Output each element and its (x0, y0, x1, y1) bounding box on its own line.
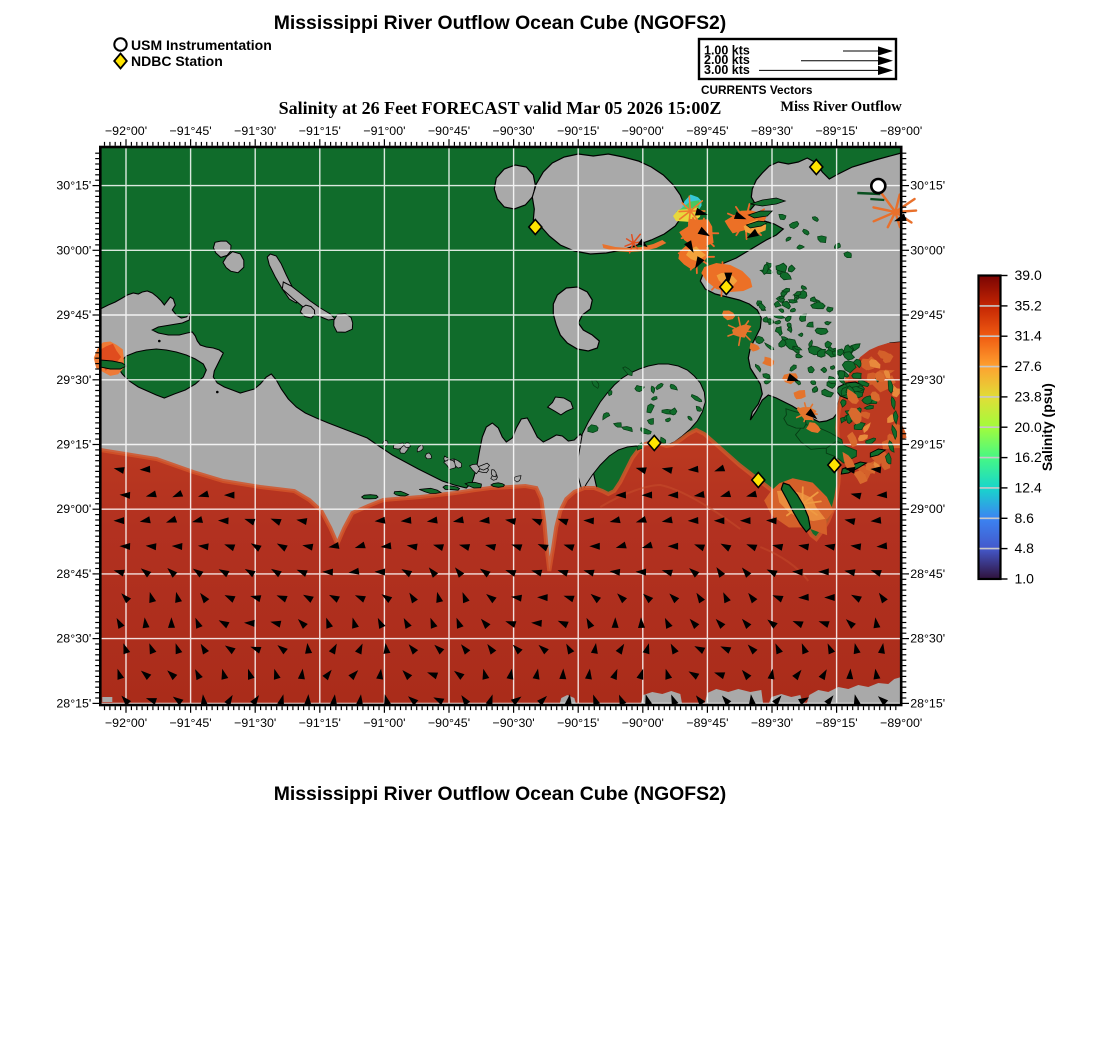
svg-text:30°15': 30°15' (56, 179, 91, 193)
svg-text:NDBC Station: NDBC Station (131, 53, 223, 69)
svg-text:30°00': 30°00' (56, 243, 91, 257)
svg-text:29°00': 29°00' (910, 502, 945, 516)
svg-text:28°45': 28°45' (56, 567, 91, 581)
svg-text:28°30': 28°30' (56, 632, 91, 646)
svg-text:−90°00': −90°00' (622, 124, 664, 138)
svg-text:31.4: 31.4 (1015, 328, 1042, 344)
svg-text:−90°45': −90°45' (428, 124, 470, 138)
svg-text:8.6: 8.6 (1015, 510, 1035, 526)
svg-text:30°15': 30°15' (910, 179, 945, 193)
svg-text:−89°30': −89°30' (751, 716, 793, 730)
svg-text:−89°15': −89°15' (816, 716, 858, 730)
svg-text:−90°00': −90°00' (622, 716, 664, 730)
svg-text:4.8: 4.8 (1015, 540, 1035, 556)
svg-text:−89°30': −89°30' (751, 124, 793, 138)
svg-text:28°15': 28°15' (910, 696, 945, 710)
svg-text:29°45': 29°45' (56, 308, 91, 322)
svg-text:−91°45': −91°45' (170, 716, 212, 730)
svg-text:28°30': 28°30' (910, 632, 945, 646)
svg-text:−90°45': −90°45' (428, 716, 470, 730)
svg-text:16.2: 16.2 (1015, 449, 1042, 465)
svg-text:29°00': 29°00' (56, 502, 91, 516)
svg-text:−91°15': −91°15' (299, 716, 341, 730)
svg-text:−89°45': −89°45' (686, 124, 728, 138)
svg-text:35.2: 35.2 (1015, 297, 1042, 313)
svg-text:−91°15': −91°15' (299, 124, 341, 138)
svg-text:Mississippi River Outflow Ocea: Mississippi River Outflow Ocean Cube (NG… (274, 783, 727, 805)
svg-text:−91°00': −91°00' (363, 124, 405, 138)
svg-text:29°15': 29°15' (56, 438, 91, 452)
svg-text:CURRENTS Vectors: CURRENTS Vectors (701, 83, 813, 97)
svg-text:−91°00': −91°00' (363, 716, 405, 730)
svg-text:1.0: 1.0 (1015, 571, 1035, 587)
svg-text:39.0: 39.0 (1015, 267, 1042, 283)
svg-text:Salinity at 26 Feet FORECAST v: Salinity at 26 Feet FORECAST valid Mar 0… (279, 98, 722, 118)
svg-text:−91°45': −91°45' (170, 124, 212, 138)
svg-text:−90°15': −90°15' (557, 124, 599, 138)
svg-text:12.4: 12.4 (1015, 479, 1042, 495)
svg-text:3.00 kts: 3.00 kts (704, 63, 750, 77)
svg-text:29°45': 29°45' (910, 308, 945, 322)
svg-text:27.6: 27.6 (1015, 358, 1042, 374)
svg-text:30°00': 30°00' (910, 243, 945, 257)
svg-text:USM Instrumentation: USM Instrumentation (131, 37, 272, 53)
svg-text:−92°00': −92°00' (105, 716, 147, 730)
svg-text:−91°30': −91°30' (234, 124, 276, 138)
svg-text:29°30': 29°30' (910, 373, 945, 387)
svg-text:28°45': 28°45' (910, 567, 945, 581)
svg-text:−90°30': −90°30' (493, 124, 535, 138)
svg-text:Miss River Outflow: Miss River Outflow (780, 99, 902, 115)
svg-text:−89°00': −89°00' (880, 716, 922, 730)
svg-text:−91°30': −91°30' (234, 716, 276, 730)
svg-text:Mississippi River Outflow Ocea: Mississippi River Outflow Ocean Cube (NG… (274, 12, 727, 34)
svg-text:−89°45': −89°45' (686, 716, 728, 730)
svg-text:−92°00': −92°00' (105, 124, 147, 138)
svg-text:29°30': 29°30' (56, 373, 91, 387)
svg-text:Salinity (psu): Salinity (psu) (1039, 383, 1055, 471)
svg-text:23.8: 23.8 (1015, 388, 1042, 404)
svg-text:−90°30': −90°30' (493, 716, 535, 730)
svg-text:−89°15': −89°15' (816, 124, 858, 138)
svg-text:29°15': 29°15' (910, 438, 945, 452)
svg-text:−89°00': −89°00' (880, 124, 922, 138)
svg-text:20.0: 20.0 (1015, 419, 1042, 435)
svg-text:−90°15': −90°15' (557, 716, 599, 730)
svg-text:28°15': 28°15' (56, 696, 91, 710)
